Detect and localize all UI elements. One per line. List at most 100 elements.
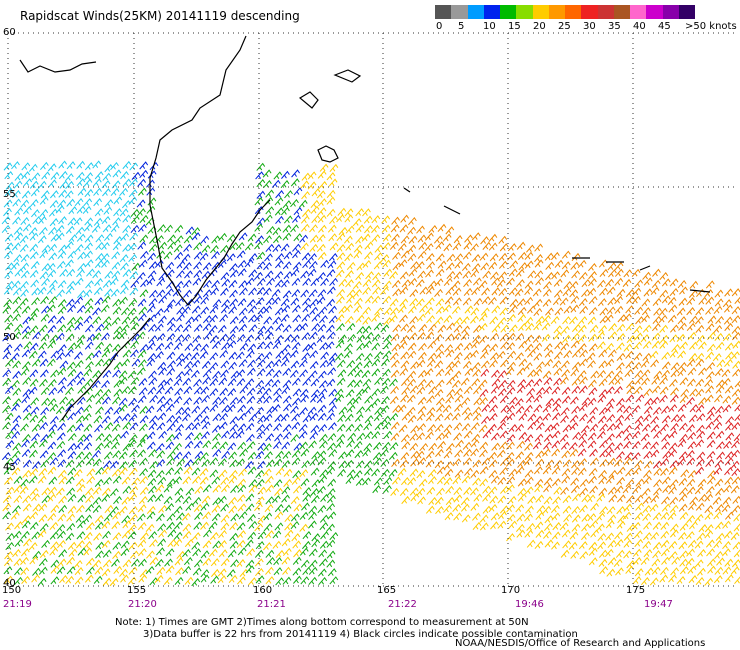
wind-barb [247,343,257,352]
wind-barb [57,344,67,353]
wind-barb [596,493,606,502]
wind-barb [435,505,444,515]
wind-barb [374,307,383,316]
wind-barb [353,304,363,313]
wind-barb [650,449,660,458]
wind-barb [32,460,41,470]
wind-barb [221,278,231,287]
wind-barb [129,271,139,280]
wind-barb [311,479,321,488]
wind-barb [517,314,527,323]
wind-barb [527,270,537,279]
wind-barb [491,442,501,451]
wind-barb [526,305,536,314]
wind-barb [463,352,473,361]
wind-barb [56,566,66,575]
wind-barb [640,433,650,442]
wind-barb [433,235,443,244]
wind-barb [118,451,128,460]
wind-barb [577,324,587,333]
wind-barb [569,316,578,325]
wind-barb [499,467,509,476]
wind-barb [336,232,346,242]
wind-barb [193,378,202,387]
wind-barb [308,370,318,379]
wind-barb [608,323,618,332]
wind-barb [255,469,265,479]
wind-barb [319,359,329,368]
wind-barb [695,388,705,397]
wind-barb [112,298,121,307]
wind-barb [516,241,526,250]
wind-barb [167,539,177,548]
wind-barb [320,259,330,268]
wind-barb [82,412,92,422]
wind-barb [506,441,515,450]
wind-barb [77,520,86,529]
wind-barb [580,425,590,434]
legend-swatch [662,5,679,19]
wind-barb [598,259,608,268]
wind-barb [578,385,588,394]
wind-barb [301,502,310,511]
wind-barb [445,485,455,494]
wind-barb [364,251,373,260]
wind-barb [336,295,345,305]
wind-barb [67,316,76,326]
wind-barb [326,539,336,548]
wind-barb [21,349,31,358]
wind-barb [389,412,399,422]
wind-barb [392,404,402,413]
wind-barb [697,478,707,487]
wind-barb [408,268,418,277]
wind-barb [292,540,302,549]
wind-barb [139,405,149,414]
wind-barb [571,270,581,279]
wind-barb [653,430,662,439]
wind-barb [704,577,714,586]
wind-barb [29,440,39,449]
wind-barb [562,334,571,343]
wind-barb [335,340,345,349]
wind-barb [111,316,121,326]
wind-barb [686,478,696,487]
wind-barb [218,540,227,549]
wind-barb [462,297,472,306]
wind-barb [39,358,49,367]
wind-barb [292,567,302,576]
wind-barb [373,322,383,331]
wind-barb [435,350,445,359]
wind-barb [400,377,410,387]
wind-barb [158,529,167,538]
wind-barb [407,477,417,486]
wind-barb [470,243,479,252]
wind-barb [154,574,164,583]
wind-barb [229,263,238,272]
wind-barb [30,260,40,270]
wind-barb [642,512,652,522]
wind-barb [50,565,60,574]
wind-barb [264,253,273,262]
wind-barb [1,224,11,234]
wind-barb [634,568,644,577]
wind-barb [3,466,13,475]
wind-barb [473,493,483,502]
wind-barb [581,493,591,503]
wind-barb [237,530,246,539]
wind-barb [183,235,193,244]
wind-barb [732,360,740,369]
wind-barb [41,305,50,314]
wind-barb [580,532,590,541]
wind-barb [75,406,84,415]
wind-barb [147,270,157,279]
wind-barb [631,452,641,461]
wind-barb [434,460,444,469]
wind-barb [541,448,551,457]
wind-barb [454,342,464,351]
wind-barb [678,477,688,486]
wind-barb [408,235,418,244]
wind-barb [103,476,112,485]
wind-barb [588,306,598,316]
wind-barb [406,324,416,333]
wind-barb [590,502,599,511]
